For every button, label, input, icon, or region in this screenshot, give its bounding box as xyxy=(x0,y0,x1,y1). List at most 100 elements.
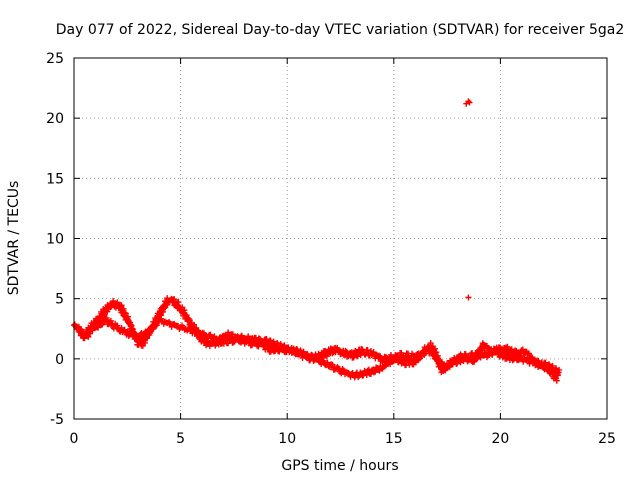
data-point xyxy=(508,346,515,353)
data-point xyxy=(168,323,175,330)
data-point xyxy=(415,355,422,362)
tick-label-x: 10 xyxy=(278,431,296,447)
tick-label-x: 25 xyxy=(598,431,616,447)
data-point xyxy=(76,325,83,332)
data-point xyxy=(509,352,516,359)
data-point xyxy=(264,343,271,350)
data-point xyxy=(294,346,301,353)
data-point xyxy=(206,343,213,350)
data-point xyxy=(366,370,373,377)
data-point xyxy=(541,366,548,373)
grid-lines xyxy=(74,58,607,419)
data-point xyxy=(483,343,490,350)
tick-label-y: 5 xyxy=(55,292,64,308)
data-point xyxy=(262,336,269,343)
data-point xyxy=(245,337,252,344)
data-point xyxy=(525,350,532,357)
data-point xyxy=(503,344,510,351)
data-point xyxy=(197,333,204,340)
data-point xyxy=(176,326,183,333)
data-point xyxy=(102,315,109,322)
data-point xyxy=(390,358,397,365)
data-point xyxy=(174,299,181,306)
data-point xyxy=(121,309,128,316)
tick-label-x: 0 xyxy=(70,431,79,447)
data-point xyxy=(83,329,90,336)
data-point xyxy=(322,352,329,359)
data-point xyxy=(158,315,165,322)
data-point xyxy=(223,340,230,347)
data-point xyxy=(234,333,241,340)
data-point xyxy=(493,347,500,354)
data-point xyxy=(113,322,119,329)
tick-label-y: 15 xyxy=(46,171,64,187)
data-point xyxy=(394,354,401,361)
tick-label-y: -5 xyxy=(50,412,64,428)
y-axis-label: SDTVAR / TECUs xyxy=(6,181,22,296)
data-point xyxy=(334,344,341,351)
data-point xyxy=(370,349,377,356)
data-point xyxy=(552,375,559,382)
data-point xyxy=(226,334,233,341)
data-point xyxy=(342,347,349,354)
tick-label-y: 20 xyxy=(46,111,64,127)
data-point xyxy=(158,308,165,315)
data-point xyxy=(255,343,262,350)
data-point xyxy=(300,348,307,355)
data-point xyxy=(391,357,398,364)
data-point xyxy=(121,326,128,333)
data-point xyxy=(228,331,235,338)
data-point xyxy=(160,305,167,312)
data-point xyxy=(433,353,440,360)
data-points xyxy=(71,98,563,384)
data-point xyxy=(483,354,490,361)
data-point xyxy=(338,370,345,377)
data-point xyxy=(504,343,511,350)
data-point xyxy=(194,328,201,335)
data-point xyxy=(215,338,222,345)
data-point xyxy=(125,318,132,325)
data-point xyxy=(110,297,117,304)
data-point xyxy=(107,317,114,324)
data-point xyxy=(479,340,486,347)
data-point xyxy=(152,322,159,329)
data-point xyxy=(119,305,126,312)
tick-label-y: 10 xyxy=(46,232,64,248)
data-point xyxy=(93,324,100,331)
data-point xyxy=(379,365,386,372)
chart-title: Day 077 of 2022, Sidereal Day-to-day VTE… xyxy=(56,22,625,38)
data-point xyxy=(328,361,335,368)
data-point xyxy=(465,294,472,301)
tick-label-x: 15 xyxy=(385,431,403,447)
data-point xyxy=(556,366,563,373)
data-point xyxy=(147,329,154,336)
data-point xyxy=(465,98,472,105)
data-point xyxy=(409,361,416,368)
data-point xyxy=(308,352,315,359)
tick-label-y: 0 xyxy=(55,352,64,368)
data-point xyxy=(98,322,105,329)
data-point xyxy=(207,331,214,338)
tick-label-x: 5 xyxy=(176,431,185,447)
data-point xyxy=(329,350,336,357)
data-point xyxy=(221,335,228,342)
data-point xyxy=(183,312,190,319)
data-point xyxy=(186,325,193,332)
data-point xyxy=(428,348,435,355)
data-point xyxy=(397,350,404,357)
data-point xyxy=(358,346,365,353)
data-point xyxy=(364,347,371,354)
data-point xyxy=(349,354,356,361)
data-point xyxy=(474,352,481,359)
tick-label-y: 25 xyxy=(46,51,64,67)
data-point xyxy=(320,357,327,364)
data-point xyxy=(185,315,192,322)
data-point xyxy=(166,318,173,325)
data-point xyxy=(543,363,550,370)
data-point xyxy=(179,322,185,329)
data-point xyxy=(519,346,526,353)
data-point xyxy=(127,322,134,329)
data-point xyxy=(173,322,180,329)
data-point xyxy=(370,369,377,376)
